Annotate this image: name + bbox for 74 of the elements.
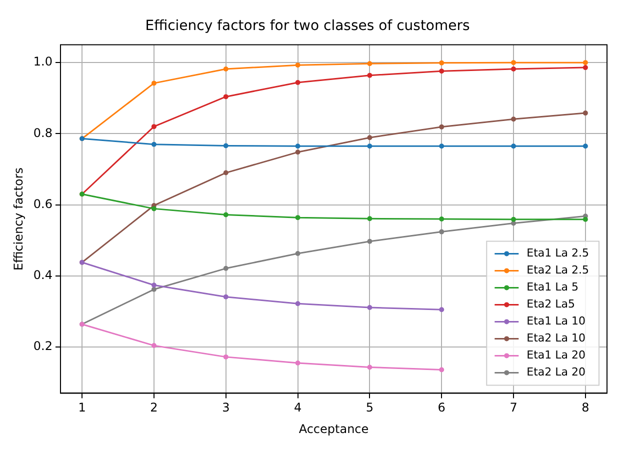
y-tick-label: 0.6 bbox=[33, 196, 52, 211]
point bbox=[151, 286, 156, 292]
point bbox=[511, 144, 516, 149]
y-tick-label: 0.8 bbox=[33, 126, 52, 140]
point bbox=[367, 305, 372, 310]
x-tick-label: 6 bbox=[438, 400, 446, 415]
point bbox=[223, 266, 228, 271]
point bbox=[151, 343, 156, 348]
x-tick-label: 4 bbox=[294, 400, 302, 415]
point bbox=[582, 60, 588, 66]
x-axis-title: Acceptance bbox=[298, 422, 369, 436]
point bbox=[223, 212, 228, 218]
point bbox=[367, 61, 372, 66]
legend-label: Eta2 La5 bbox=[526, 298, 576, 311]
point bbox=[151, 80, 156, 86]
point bbox=[223, 170, 228, 176]
point bbox=[582, 216, 588, 222]
point bbox=[151, 142, 156, 147]
point bbox=[511, 60, 516, 66]
x-tick-label: 8 bbox=[582, 400, 590, 415]
point bbox=[151, 282, 156, 288]
point bbox=[367, 135, 372, 140]
legend-label: Eta2 La 2.5 bbox=[526, 264, 589, 277]
point bbox=[295, 62, 300, 68]
point bbox=[367, 72, 372, 78]
point bbox=[582, 110, 588, 116]
x-tick-label: 2 bbox=[150, 400, 158, 415]
chart-title: Efficiency factors for two classes of customers bbox=[145, 18, 470, 34]
point bbox=[511, 116, 516, 122]
legend-label: Eta2 La 10 bbox=[526, 332, 586, 345]
point bbox=[151, 124, 156, 130]
x-tick-label: 1 bbox=[78, 400, 86, 415]
y-tick-label: 0.2 bbox=[33, 339, 52, 354]
x-tick-label: 5 bbox=[366, 400, 374, 415]
point bbox=[223, 94, 228, 100]
point bbox=[511, 216, 516, 222]
point bbox=[439, 216, 444, 222]
point bbox=[367, 216, 372, 222]
point bbox=[295, 150, 300, 155]
point bbox=[223, 66, 228, 72]
point bbox=[511, 220, 516, 226]
point bbox=[511, 66, 516, 72]
y-tick-label: 1.0 bbox=[33, 54, 52, 69]
legend-label: Eta2 La 20 bbox=[526, 366, 586, 379]
point bbox=[582, 65, 588, 70]
point bbox=[151, 206, 156, 212]
point bbox=[295, 360, 300, 366]
point bbox=[223, 354, 228, 360]
point bbox=[295, 80, 300, 85]
point bbox=[367, 144, 372, 149]
legend-label: Eta1 La 10 bbox=[526, 314, 586, 328]
point bbox=[367, 238, 372, 244]
point bbox=[439, 229, 444, 234]
point bbox=[439, 68, 444, 74]
point bbox=[439, 367, 444, 372]
point bbox=[439, 307, 444, 312]
legend-label: Eta1 La 20 bbox=[526, 348, 586, 362]
point bbox=[223, 294, 228, 300]
y-tick-label: 0.4 bbox=[33, 268, 52, 282]
point bbox=[582, 144, 588, 149]
point bbox=[295, 215, 300, 220]
point bbox=[439, 144, 444, 149]
point bbox=[439, 60, 444, 66]
point bbox=[439, 124, 444, 130]
y-axis-title: Efficiency factors bbox=[11, 167, 26, 271]
legend-label: Eta1 La 2.5 bbox=[526, 246, 589, 260]
point bbox=[295, 144, 300, 149]
point bbox=[223, 143, 228, 148]
point bbox=[295, 250, 300, 256]
legend-label: Eta1 La 5 bbox=[526, 280, 579, 294]
point bbox=[367, 364, 372, 370]
point bbox=[295, 301, 300, 306]
x-tick-label: 7 bbox=[510, 400, 518, 415]
x-tick-label: 3 bbox=[222, 400, 230, 415]
